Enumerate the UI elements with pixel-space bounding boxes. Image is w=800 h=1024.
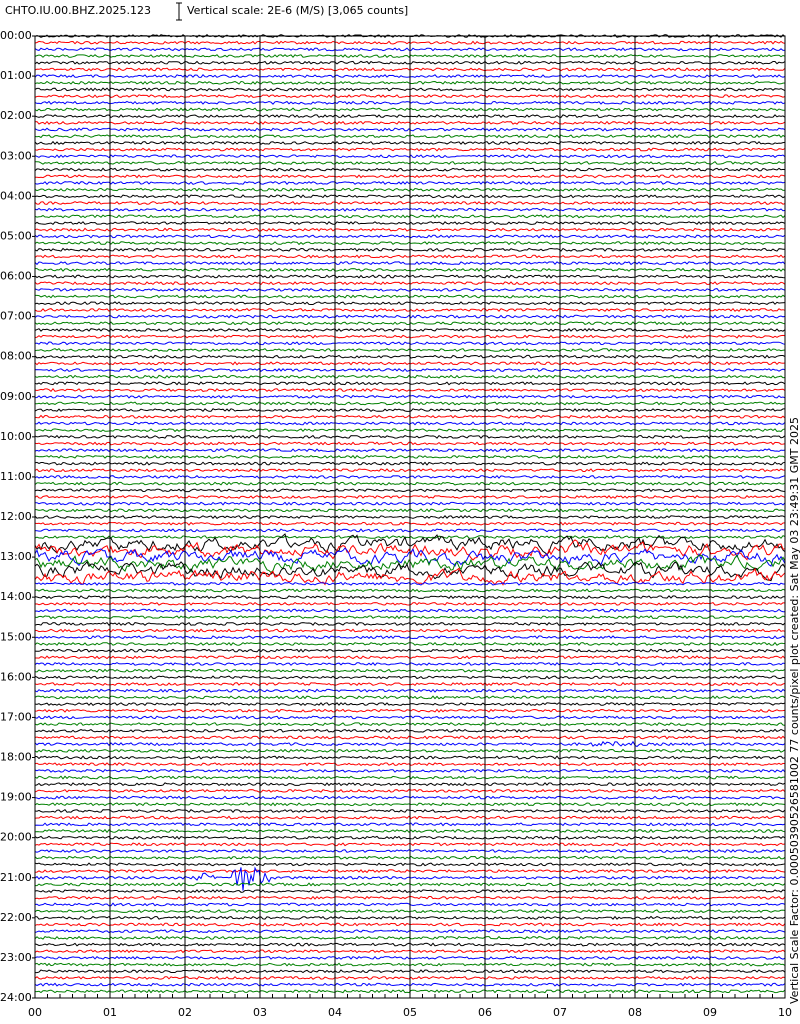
x-tick-label: 00	[28, 1006, 42, 1019]
x-tick-label: 03	[253, 1006, 267, 1019]
y-tick-label: 23:00	[0, 951, 32, 964]
y-tick-label: 03:00	[0, 149, 32, 162]
x-tick-label: 09	[703, 1006, 717, 1019]
y-tick-label: 02:00	[0, 109, 32, 122]
y-tick-label: 06:00	[0, 270, 32, 283]
x-tick-label: 07	[553, 1006, 567, 1019]
y-tick-label: 16:00	[0, 670, 32, 683]
y-tick-label: 09:00	[0, 390, 32, 403]
x-tick-label: 10	[778, 1006, 792, 1019]
x-tick-label: 08	[628, 1006, 642, 1019]
y-tick-label: 07:00	[0, 310, 32, 323]
y-tick-label: 10:00	[0, 430, 32, 443]
y-tick-label: 20:00	[0, 831, 32, 844]
scale-bar	[176, 2, 182, 21]
y-tick-label: 12:00	[0, 510, 32, 523]
y-tick-label: 01:00	[0, 69, 32, 82]
x-tick-label: 04	[328, 1006, 342, 1019]
x-tick-label: 06	[478, 1006, 492, 1019]
y-tick-label: 04:00	[0, 189, 32, 202]
y-tick-label: 18:00	[0, 751, 32, 764]
chart-subtitle: Vertical scale: 2E-6 (M/S) [3,065 counts…	[187, 4, 408, 17]
y-tick-label: 14:00	[0, 590, 32, 603]
side-note: Vertical Scale Factor: 0.000503905265810…	[788, 417, 800, 1004]
y-tick-label: 05:00	[0, 229, 32, 242]
x-tick-label: 02	[178, 1006, 192, 1019]
x-tick-label: 05	[403, 1006, 417, 1019]
y-tick-label: 24:00	[0, 991, 32, 1004]
y-tick-label: 13:00	[0, 550, 32, 563]
y-tick-label: 08:00	[0, 350, 32, 363]
y-tick-label: 19:00	[0, 791, 32, 804]
y-tick-label: 21:00	[0, 871, 32, 884]
chart-title: CHTO.IU.00.BHZ.2025.123	[5, 4, 151, 17]
y-tick-label: 22:00	[0, 911, 32, 924]
y-tick-label: 11:00	[0, 470, 32, 483]
y-tick-label: 15:00	[0, 630, 32, 643]
y-tick-label: 17:00	[0, 710, 32, 723]
x-tick-label: 01	[103, 1006, 117, 1019]
y-tick-label: 00:00	[0, 29, 32, 42]
